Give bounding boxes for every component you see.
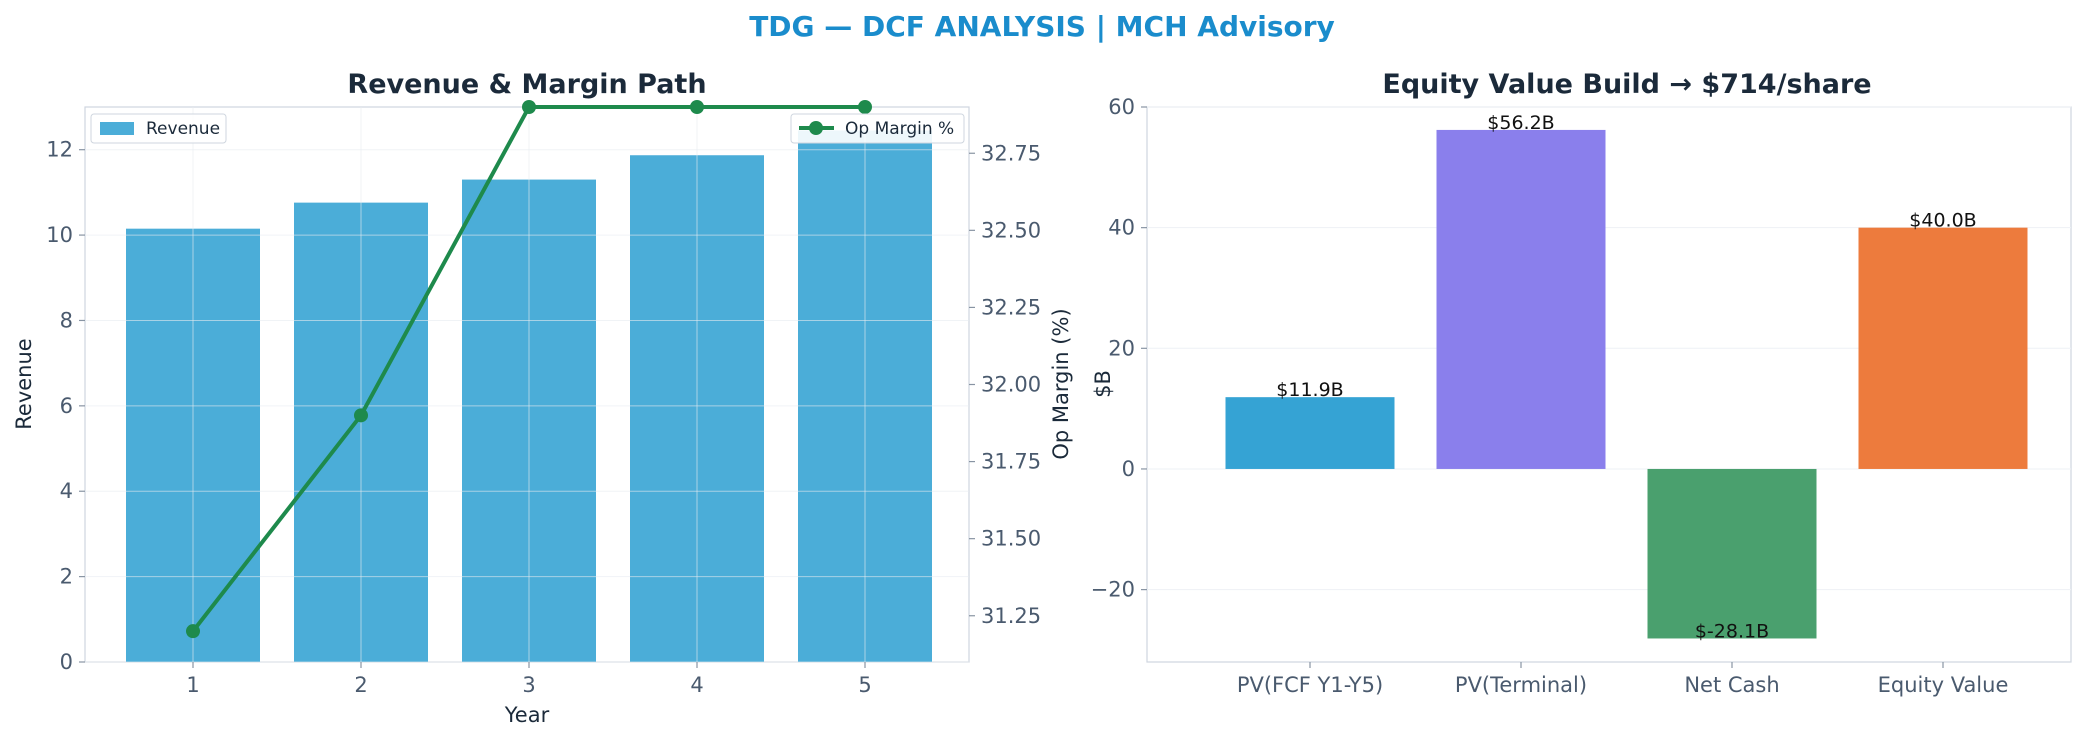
left-y2-ticks: 31.25 31.50 31.75 32.00 32.25 32.50 32.75 [969,141,1041,628]
y-tick-label: 6 [60,394,73,418]
y2-tick-label: 31.25 [981,604,1041,628]
revenue-margin-chart: Revenue & Margin Path 02468101231.2531.5… [12,69,1073,727]
legend-op-margin-label: Op Margin % [845,119,954,139]
bar-data-label: $-28.1B [1695,620,1769,642]
x-tick-label: PV(Terminal) [1455,673,1587,697]
y2-tick-label: 32.00 [981,373,1041,397]
right-x-ticks: PV(FCF Y1-Y5) PV(Terminal) Net Cash Equity … [1237,662,2009,697]
left-x-axis-label: Year [504,703,550,727]
equity-build-bar [1225,397,1395,469]
legend-revenue: Revenue [90,113,227,144]
equity-build-bar [1858,227,2028,469]
y2-tick-label: 32.50 [981,218,1041,242]
left-y2-axis-label: Op Margin (%) [1049,308,1073,459]
bar-data-label: $11.9B [1276,379,1343,401]
legend-revenue-box [90,113,227,144]
left-x-ticks: 1 2 3 4 5 [186,662,872,697]
right-y-axis-label: $B [1091,370,1115,398]
left-y-axis-label: Revenue [12,338,36,429]
x-tick-label: 1 [186,673,199,697]
equity-build-bar [1436,129,1606,469]
op-margin-point [354,408,368,423]
x-tick-label: PV(FCF Y1-Y5) [1237,673,1383,697]
legend-revenue-swatch [100,122,134,135]
y-tick-label: 20 [1108,336,1135,360]
y-tick-label: 12 [46,138,73,162]
y-tick-label: 10 [46,223,73,247]
right-y-ticks: −20 0 20 40 60 [1091,95,1147,602]
y-tick-label: 4 [60,479,73,503]
x-tick-label: 3 [522,673,535,697]
op-margin-line [186,100,872,639]
y-tick-label: 0 [1122,457,1135,481]
y-tick-label: 40 [1108,216,1135,240]
equity-value-build-chart: Equity Value Build → $714/share $11.9B $5… [1091,69,2072,697]
y-tick-label: 0 [60,650,73,674]
legend-op-margin-marker [809,121,823,135]
x-tick-label: 5 [858,673,871,697]
bar-data-label: $40.0B [1909,210,1976,232]
op-margin-point [858,100,872,114]
left-chart-title: Revenue & Margin Path [347,69,706,100]
y2-tick-label: 32.25 [981,295,1041,319]
op-margin-point [522,100,536,114]
x-tick-label: Equity Value [1878,673,2009,697]
legend-op-margin-box [790,113,965,144]
x-tick-label: 4 [690,673,703,697]
y-tick-label: −20 [1091,578,1135,602]
y-tick-label: 2 [60,565,73,589]
legend-op-margin: Op Margin % [790,113,965,144]
y-tick-label: 8 [60,308,73,332]
y-tick-label: 60 [1108,95,1135,119]
y2-tick-label: 32.75 [981,141,1041,165]
y2-tick-label: 31.75 [981,450,1041,474]
op-margin-point [186,624,200,639]
figure-title: TDG — DCF ANALYSIS | MCH Advisory [749,10,1335,43]
bar-data-label: $56.2B [1487,112,1554,134]
x-tick-label: Net Cash [1684,673,1779,697]
x-tick-label: 2 [354,673,367,697]
equity-build-bar [1647,468,1817,639]
left-y-ticks: 0 2 4 6 8 10 12 [46,138,85,674]
op-margin-point [690,100,704,114]
right-chart-title: Equity Value Build → $714/share [1382,69,1871,100]
equity-build-data-labels: $11.9B $56.2B $-28.1B $40.0B [1276,112,1976,643]
left-gridlines [85,107,969,663]
y2-tick-label: 31.50 [981,527,1041,551]
legend-revenue-label: Revenue [146,119,220,139]
equity-build-bars [1225,129,2028,639]
